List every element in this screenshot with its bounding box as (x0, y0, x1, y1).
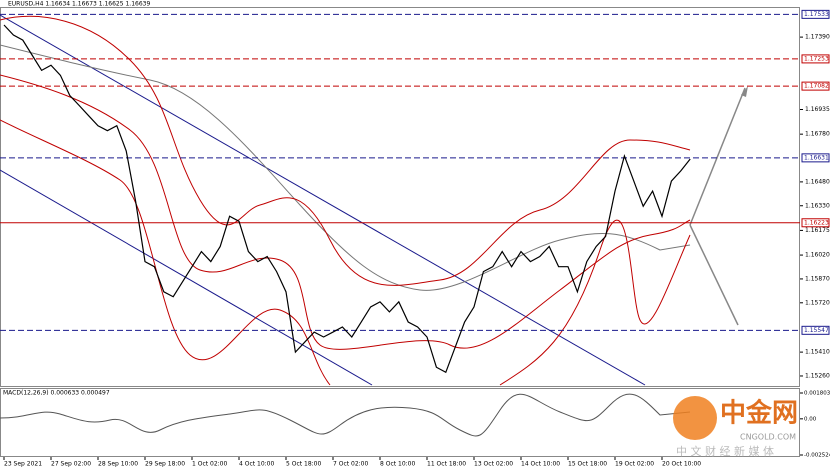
y-tick-label: 1.16935 (805, 106, 830, 113)
y-tick-label: 1.16780 (805, 131, 830, 138)
bollinger-middle (0, 74, 691, 350)
x-tick-label: 5 Oct 18:00 (286, 461, 321, 468)
x-tick-label: 28 Sep 10:00 (98, 461, 138, 468)
y-tick-label: 1.16480 (805, 178, 830, 185)
level-label: 1.16631 (804, 154, 829, 161)
level-label: 1.17253 (804, 55, 829, 62)
level-badge (801, 325, 830, 335)
y-tick-label: 1.15260 (805, 372, 830, 379)
watermark-site: CNGOLD.COM (740, 433, 796, 442)
level-badge (801, 218, 830, 228)
y-tick-label: 1.16175 (805, 227, 830, 234)
x-tick-label: 20 Oct 10:00 (662, 461, 701, 468)
watermark-name: 中金网 (720, 398, 798, 429)
y-tick-label: 1.16330 (805, 202, 830, 209)
moving-average (0, 44, 691, 291)
macd-wave (0, 393, 691, 437)
y-tick-label: 1.17390 (805, 34, 830, 41)
macd-label: MACD(12,26,9) 0.000633 0.000497 (3, 390, 110, 397)
x-tick-label: 1 Oct 02:00 (192, 461, 227, 468)
x-tick-label: 27 Sep 02:00 (51, 461, 91, 468)
x-tick-label: 14 Oct 10:00 (521, 461, 560, 468)
macd-tick-label: -0.002524 (804, 453, 830, 459)
level-badge (801, 9, 830, 19)
x-tick-label: 11 Oct 18:00 (427, 461, 466, 468)
forecast-arrow (689, 224, 739, 326)
level-badge (801, 81, 830, 91)
level-label: 1.15547 (804, 327, 829, 334)
y-tick-label: 1.15720 (805, 299, 830, 306)
y-tick-label: 1.15870 (805, 275, 830, 282)
x-tick-label: 7 Oct 02:00 (333, 461, 368, 468)
forecast-arrow (689, 87, 746, 226)
macd-panel (0, 388, 800, 457)
bollinger-upper (0, 15, 691, 286)
x-tick-label: 15 Oct 18:00 (568, 461, 607, 468)
channel-line (0, 169, 373, 386)
price-panel (0, 7, 800, 387)
y-tick-label: 1.16020 (805, 252, 830, 259)
level-label: 1.17533 (804, 11, 829, 18)
level-label: 1.16223 (804, 219, 829, 226)
watermark-logo (673, 396, 717, 440)
x-tick-label: 4 Oct 10:00 (239, 461, 274, 468)
watermark: 中金网 CNGOLD.COM 中 文 财 经 新 媒 体 (673, 396, 798, 458)
x-tick-label: 23 Sep 2021 (4, 461, 42, 468)
x-tick-label: 13 Oct 02:00 (474, 461, 513, 468)
macd-tick-label: 0.001803 (804, 391, 830, 397)
x-tick-label: 19 Oct 02:00 (615, 461, 654, 468)
arrow-head (741, 86, 748, 97)
bollinger-lower (0, 119, 691, 386)
level-badge (801, 153, 830, 163)
watermark-slogan: 中 文 财 经 新 媒 体 (676, 444, 774, 458)
level-label: 1.17082 (804, 83, 829, 90)
x-tick-label: 8 Oct 10:00 (380, 461, 415, 468)
indicators (0, 14, 748, 437)
chart-title: EURUSD,H4 1.16634 1.16673 1.16625 1.1663… (8, 1, 150, 8)
level-badge (801, 54, 830, 64)
x-tick-label: 29 Sep 18:00 (145, 461, 185, 468)
y-tick-label: 1.15410 (805, 349, 830, 356)
price-line (3, 24, 691, 374)
channel-line (0, 14, 646, 386)
macd-tick-label: 0.00 (804, 416, 817, 422)
